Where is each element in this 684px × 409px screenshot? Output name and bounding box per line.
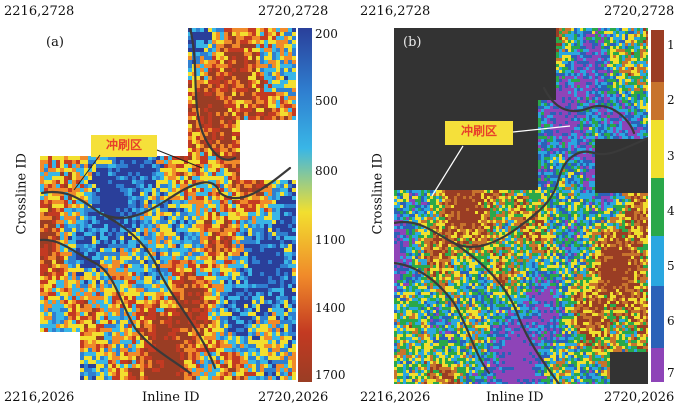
- panel-b-colorbar-classes: [651, 30, 664, 382]
- panel-b-callout-scour-zone: 冲刷区: [445, 121, 513, 145]
- panel-a-y-axis-label: Crossline ID: [14, 153, 30, 235]
- panel-a-map: [40, 28, 296, 380]
- panel-a-colorbar-gradient: [298, 28, 312, 382]
- panel-b-colorbar-tick: 1: [667, 38, 675, 52]
- panel-b-corner-bottom-left: 2216,2026: [360, 390, 431, 405]
- panel-a-corner-bottom-left: 2216,2026: [4, 390, 75, 405]
- panel-b-colorbar-tick: 3: [667, 149, 675, 163]
- panel-b-corner-top-right: 2720,2728: [604, 4, 675, 19]
- panel-b-classification-map: [394, 28, 648, 384]
- panel-b-colorbar-tick: 4: [667, 204, 675, 218]
- panel-a-colorbar-tick: 500: [315, 94, 338, 108]
- panel-b-colorbar-tick: 5: [667, 259, 675, 273]
- panel-b-label: (b): [403, 35, 422, 50]
- panel-b-colorbar-tick: 2: [667, 93, 675, 107]
- panel-a-colorbar-tick: 200: [315, 27, 338, 41]
- panel-b-corner-top-left: 2216,2728: [360, 4, 431, 19]
- panel-b-corner-bottom-right: 2720,2026: [604, 390, 675, 405]
- panel-a-colorbar-tick: 800: [315, 164, 338, 178]
- panel-a-colorbar-tick: 1700: [315, 368, 346, 382]
- panel-a-corner-bottom-right: 2720,2026: [258, 390, 329, 405]
- panel-a-attribute-map: [40, 28, 296, 380]
- panel-b-x-axis-label: Inline ID: [486, 390, 544, 405]
- panel-a-corner-top-right: 2720,2728: [258, 4, 329, 19]
- panel-a-corner-top-left: 2216,2728: [4, 4, 75, 19]
- panel-a-colorbar-tick: 1100: [315, 233, 346, 247]
- panel-a-callout-scour-zone: 冲刷区: [91, 135, 157, 157]
- panel-b-y-axis-label: Crossline ID: [370, 153, 386, 235]
- panel-a-colorbar-tick: 1400: [315, 301, 346, 315]
- panel-a-label: (a): [46, 35, 64, 50]
- panel-a-x-axis-label: Inline ID: [142, 390, 200, 405]
- panel-b-map: [394, 28, 648, 384]
- panel-a-colorbar: [298, 28, 312, 382]
- panel-b-colorbar: [651, 30, 664, 382]
- panel-b-colorbar-tick: 7: [667, 366, 675, 380]
- panel-b-colorbar-tick: 6: [667, 314, 675, 328]
